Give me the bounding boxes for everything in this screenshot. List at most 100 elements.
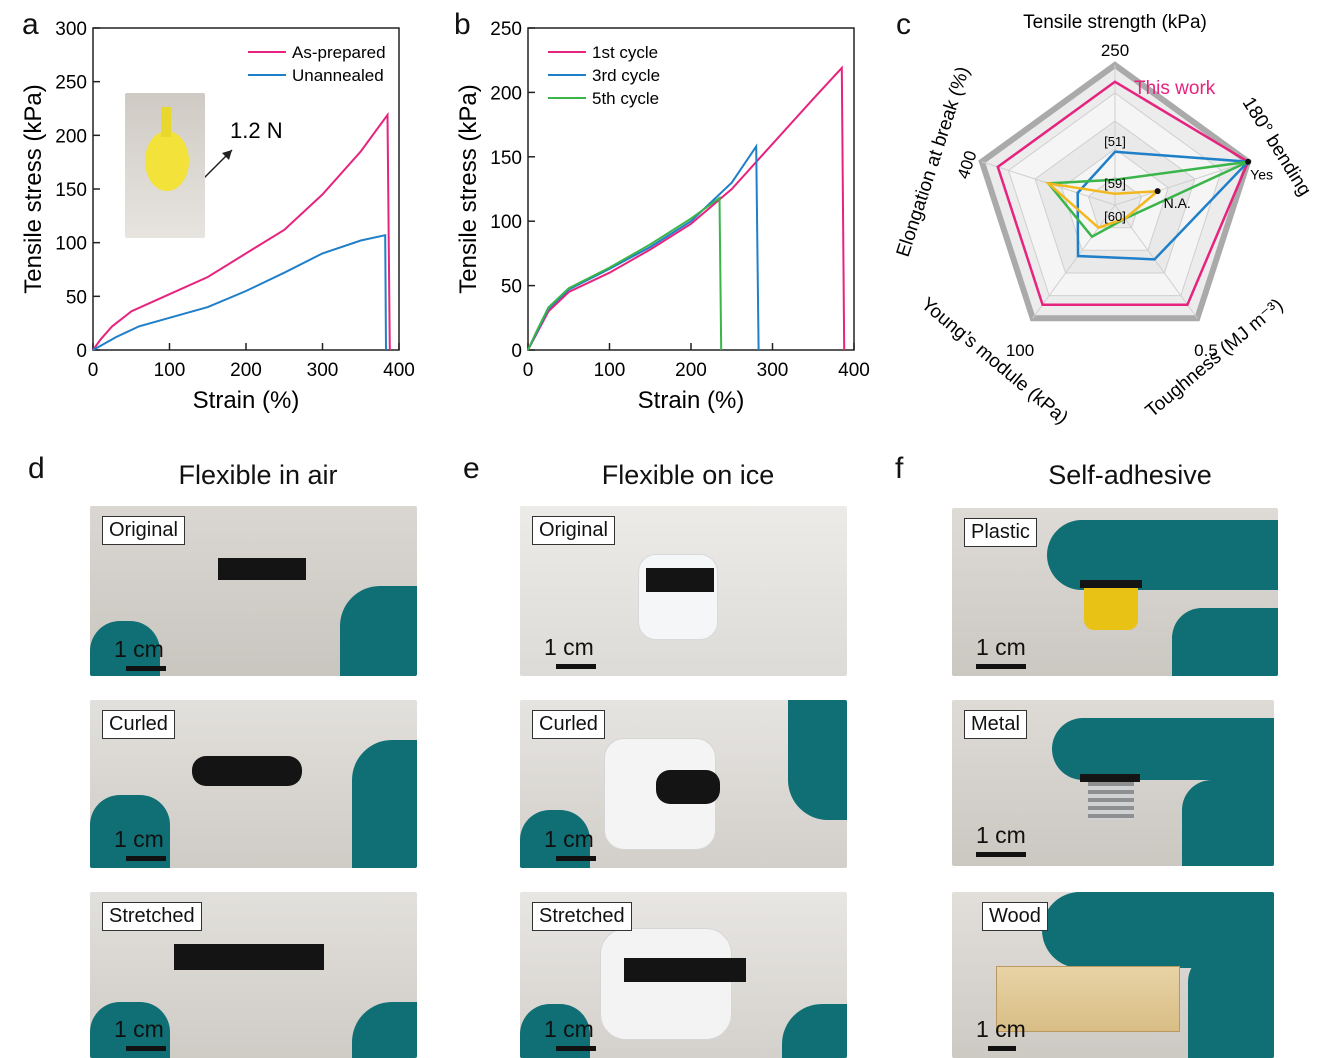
legend-label-0: 1st cycle	[592, 43, 658, 62]
radar-series-2	[1045, 160, 1249, 239]
y-tick-label: 100	[490, 212, 522, 233]
photo-ice-stretched: Stretched 1 cm	[520, 892, 847, 1058]
panel-label-b: b	[454, 8, 471, 41]
radar-series-0	[996, 80, 1250, 306]
photo-label: Metal	[964, 710, 1027, 739]
x-tick-label: 100	[594, 360, 626, 381]
radar-spoke-3	[1032, 204, 1116, 319]
scale-bar	[126, 856, 166, 861]
y-tick-label: 50	[501, 277, 522, 298]
scale-text: 1 cm	[544, 826, 594, 852]
chart-b: 0 100 200 300 400 0 50 100 150 200 250 Strain (%) Te…	[455, 19, 870, 414]
ref-label-60: [60]	[1104, 209, 1126, 224]
radar-spoke-1	[1114, 161, 1249, 206]
y-tick-label: 150	[55, 180, 87, 201]
hydrogel-strip	[624, 958, 746, 982]
radar-series-1	[1076, 150, 1251, 261]
column-title-adhesive: Self-adhesive	[1048, 460, 1212, 490]
ice-cube	[638, 554, 718, 640]
scale-bar	[976, 664, 1026, 669]
x-tick-label: 100	[154, 360, 186, 381]
scale-bar	[556, 1046, 596, 1051]
scale-text: 1 cm	[976, 1016, 1026, 1042]
x-tick-label: 300	[757, 360, 789, 381]
hydrogel-strip	[656, 770, 720, 804]
column-title-air: Flexible in air	[178, 460, 338, 490]
chart-a: 0 100 200 300 400 0 50 100 150 200 250 300 Strain (%…	[20, 19, 415, 414]
ref-label-51: [51]	[1104, 134, 1126, 149]
series-line-0	[527, 65, 846, 351]
y-tick-label: 0	[511, 341, 522, 362]
photo-ice-curled: Curled 1 cm	[520, 700, 847, 868]
x-tick-label: 200	[230, 360, 262, 381]
this-work-label: This work	[1134, 78, 1216, 99]
hydrogel-strip	[174, 944, 324, 970]
scale-bar	[556, 856, 596, 861]
x-axis-label: Strain (%)	[193, 387, 300, 414]
scale-text: 1 cm	[544, 1016, 594, 1042]
hydrogel-strip	[192, 756, 302, 786]
y-tick-label: 200	[490, 83, 522, 104]
balloon-inset-photo	[125, 93, 205, 238]
y-tick-label: 250	[55, 73, 87, 94]
photo-label: Wood	[982, 902, 1048, 931]
panel-label-f: f	[895, 452, 904, 485]
photo-label: Original	[532, 516, 615, 545]
y-tick-label: 150	[490, 148, 522, 169]
photo-label: Plastic	[964, 518, 1037, 547]
x-tick-label: 0	[88, 360, 99, 381]
series-line-0	[92, 111, 391, 351]
photo-label: Curled	[102, 710, 175, 739]
legend-label-2: 5th cycle	[592, 89, 659, 108]
glove-finger	[1047, 520, 1278, 590]
ref-label-59: [59]	[1104, 176, 1126, 191]
scale-bar	[126, 666, 166, 671]
glove-hand	[1182, 780, 1274, 866]
scale-bar	[988, 1046, 1016, 1051]
photo-label: Stretched	[532, 902, 632, 931]
photo-label: Original	[102, 516, 185, 545]
glove-hand	[1188, 952, 1274, 1058]
plastic-cap	[1084, 588, 1138, 630]
photo-air-curled: Curled 1 cm	[90, 700, 417, 868]
scale-text: 1 cm	[976, 634, 1026, 660]
axis-label-tensile: Tensile strength (kPa)	[1023, 12, 1207, 33]
glove-right	[352, 1002, 417, 1058]
na-dot	[1154, 188, 1161, 195]
scale-text: 1 cm	[544, 634, 594, 660]
glove-left	[90, 795, 170, 868]
radar-spoke-2	[1114, 204, 1198, 319]
plot-frame	[527, 27, 855, 351]
yes-dot	[1245, 158, 1252, 165]
scale-text: 1 cm	[976, 822, 1026, 848]
scale-bar	[126, 1046, 166, 1051]
photo-label: Curled	[532, 710, 605, 739]
photo-air-stretched: Stretched 1 cm	[90, 892, 417, 1058]
y-tick-label: 0	[76, 341, 87, 362]
hydrogel-strip	[218, 558, 306, 580]
panel-label-e: e	[463, 452, 480, 485]
force-annotation: 1.2 N	[230, 118, 283, 143]
x-tick-label: 400	[383, 360, 415, 381]
force-arrowhead	[222, 150, 232, 160]
x-tick-label: 0	[523, 360, 534, 381]
scale-bar	[556, 664, 596, 669]
y-tick-label: 200	[55, 126, 87, 147]
scale-text: 1 cm	[114, 826, 164, 852]
photo-adhesive-metal: Metal 1 cm	[952, 700, 1274, 866]
axis-max-tensile: 250	[1101, 41, 1129, 60]
x-tick-label: 400	[838, 360, 870, 381]
glove-right	[782, 1004, 847, 1058]
hydrogel-pad	[1080, 580, 1142, 588]
na-label: N.A.	[1164, 195, 1191, 211]
x-tick-label: 200	[675, 360, 707, 381]
panel-label-a: a	[22, 8, 39, 41]
glove-hand	[1172, 608, 1278, 676]
photo-air-original: Original 1 cm	[90, 506, 417, 676]
panel-label-c: c	[896, 8, 911, 41]
photo-adhesive-plastic: Plastic 1 cm	[952, 508, 1278, 676]
balloon-neck	[161, 107, 171, 137]
column-title-ice: Flexible on ice	[601, 460, 775, 490]
x-axis-label: Strain (%)	[638, 387, 745, 414]
